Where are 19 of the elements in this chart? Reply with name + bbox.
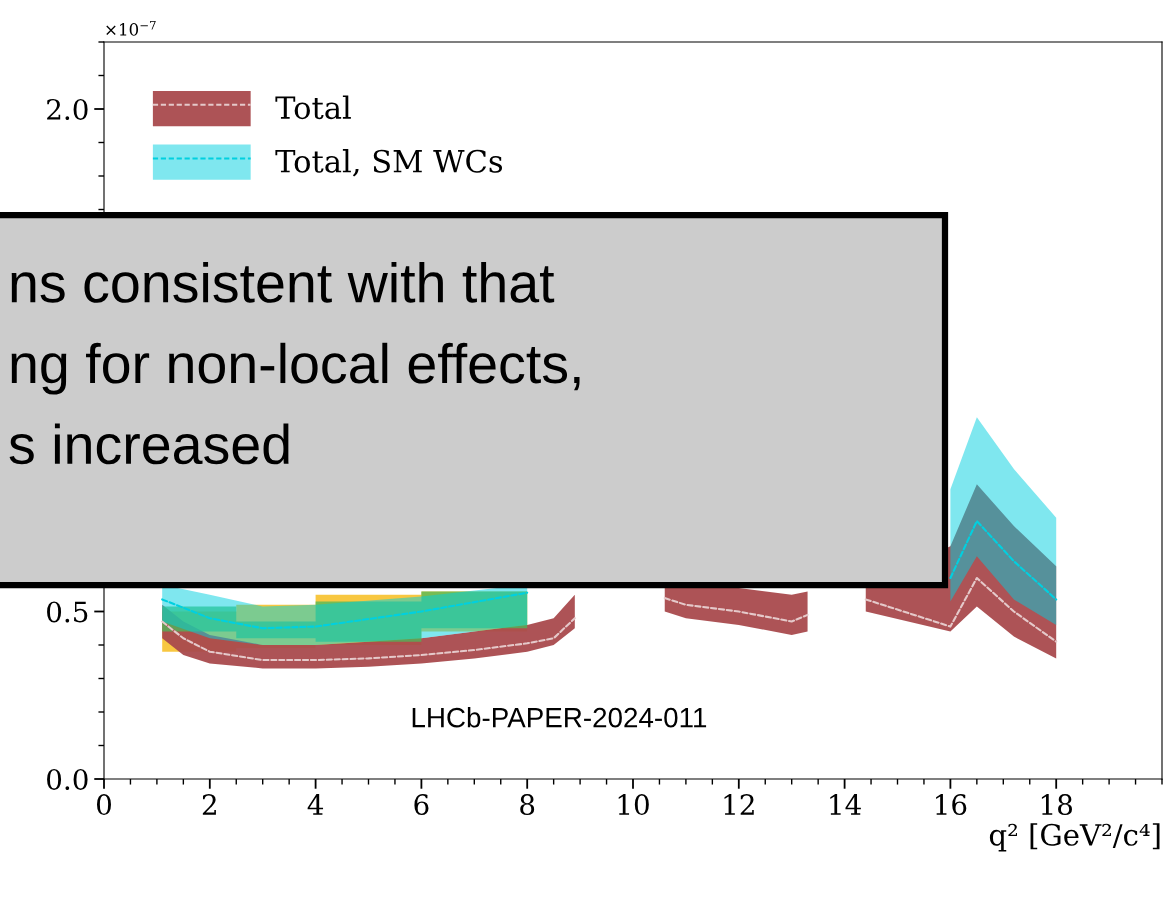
x-tick-label: 6 [414,794,429,816]
x-tick-label: 4 [307,794,324,815]
x-tick-label: 16 [936,794,967,816]
legend-label: Total [275,95,351,120]
y-tick-label: 0.5 [47,601,88,623]
annotation: LHCb-PAPER-2024-011 [412,707,707,728]
x-tick-label: 0 [96,794,111,816]
text: ×10$^{−7}$ [106,20,156,36]
x-tick-label: 12 [724,794,754,815]
x-tick-label: 10 [618,794,649,816]
x-axis-title: q² [GeV²/c⁴] [989,823,1160,852]
y-tick-label: 2.0 [47,98,88,120]
annotation: ns consistent with that ng for non-local effects, s increased [9,262,580,465]
x-tick-label: 14 [830,794,861,815]
legend-label: Total, SM WCs [275,149,503,177]
x-tick-label: 18 [1041,794,1072,816]
x-tick-label: 8 [520,794,535,816]
y-tick-label: 0.0 [47,768,88,790]
x-tick-label: 2 [202,794,216,815]
